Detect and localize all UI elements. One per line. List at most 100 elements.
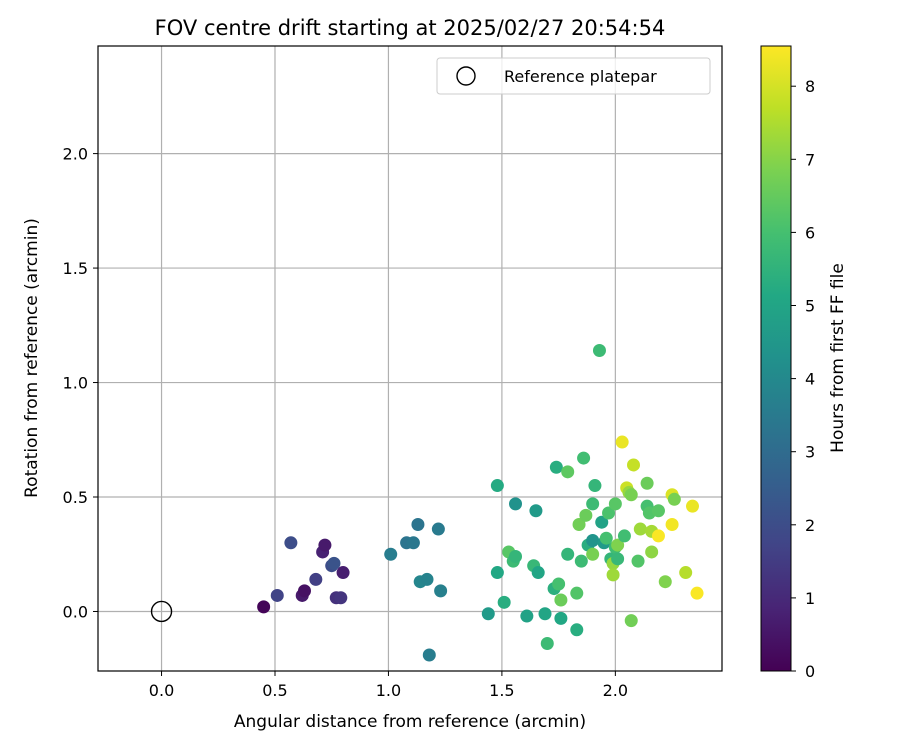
data-point — [422, 648, 436, 662]
data-point — [624, 614, 638, 628]
data-point — [561, 547, 575, 561]
data-point — [651, 504, 665, 518]
x-tick-label: 0.5 — [262, 681, 287, 700]
data-point — [540, 637, 554, 651]
data-point — [420, 572, 434, 586]
data-point — [509, 497, 523, 511]
data-point — [520, 609, 534, 623]
data-point — [624, 488, 638, 502]
data-point — [611, 552, 625, 566]
data-point — [549, 460, 563, 474]
data-point — [284, 536, 298, 550]
y-tick-label: 0.0 — [63, 602, 88, 621]
data-point — [434, 584, 448, 598]
data-point — [561, 465, 575, 479]
y-axis-ticks: 0.0 0.5 1.0 1.5 2.0 — [63, 145, 98, 621]
data-point — [602, 506, 616, 520]
colorbar-label: Hours from first FF file — [828, 263, 848, 453]
data-point — [679, 566, 693, 580]
data-point — [490, 566, 504, 580]
colorbar-tick-label: 7 — [805, 150, 815, 169]
data-point — [411, 517, 425, 531]
chart-title: FOV centre drift starting at 2025/02/27 … — [155, 16, 666, 40]
grid-lines — [98, 46, 722, 671]
data-point — [645, 545, 659, 559]
data-point — [384, 547, 398, 561]
plot-background — [98, 46, 722, 671]
data-point — [667, 492, 681, 506]
data-point — [554, 593, 568, 607]
data-point — [615, 435, 629, 449]
data-point — [529, 504, 543, 518]
data-point — [586, 497, 600, 511]
data-point — [592, 343, 606, 357]
data-point — [309, 572, 323, 586]
colorbar-tick-label: 2 — [805, 516, 815, 535]
colorbar: 0 1 2 3 4 5 6 7 8 Hours from first FF file — [760, 45, 848, 681]
data-point — [651, 529, 665, 543]
x-tick-label: 2.0 — [603, 681, 628, 700]
data-point — [633, 522, 647, 536]
plot-frame — [97, 45, 723, 672]
y-tick-label: 2.0 — [63, 145, 88, 164]
data-point — [336, 566, 350, 580]
data-point — [606, 568, 620, 582]
data-point — [586, 534, 600, 548]
legend-marker-reference — [456, 66, 476, 86]
data-point — [586, 547, 600, 561]
data-point — [431, 522, 445, 536]
colorbar-gradient — [760, 45, 792, 672]
data-point — [608, 497, 622, 511]
colorbar-tick-label: 5 — [805, 297, 815, 316]
colorbar-tick-label: 3 — [805, 443, 815, 462]
y-tick-label: 1.5 — [63, 259, 88, 278]
data-point — [406, 536, 420, 550]
data-point — [588, 479, 602, 493]
legend-box — [436, 57, 711, 95]
data-point — [334, 591, 348, 605]
legend: Reference platepar — [436, 57, 711, 95]
data-point — [640, 476, 654, 490]
colorbar-tick-label: 6 — [805, 223, 815, 242]
data-point — [595, 515, 609, 529]
data-point — [318, 538, 332, 552]
data-point — [554, 611, 568, 625]
data-point — [570, 586, 584, 600]
legend-label-reference: Reference platepar — [504, 67, 657, 86]
data-point — [574, 554, 588, 568]
data-point — [297, 584, 311, 598]
data-point — [490, 479, 504, 493]
x-axis-ticks: 0.0 0.5 1.0 1.5 2.0 — [149, 671, 628, 700]
data-point — [531, 566, 545, 580]
data-point — [572, 517, 586, 531]
data-point — [538, 607, 552, 621]
data-point — [690, 586, 704, 600]
data-point — [257, 600, 271, 614]
colorbar-tick-label: 1 — [805, 589, 815, 608]
data-point — [611, 538, 625, 552]
x-axis-label: Angular distance from reference (arcmin) — [234, 712, 586, 732]
data-point — [577, 451, 591, 465]
data-point — [552, 577, 566, 591]
colorbar-tick-label: 4 — [805, 370, 815, 389]
reference-marker — [150, 600, 173, 623]
y-tick-label: 1.0 — [63, 374, 88, 393]
data-point — [617, 529, 631, 543]
data-point — [686, 499, 700, 513]
colorbar-tick-label: 8 — [805, 77, 815, 96]
colorbar-ticks: 0 1 2 3 4 5 6 7 8 — [791, 77, 815, 681]
data-point — [599, 531, 613, 545]
reference-marker-group — [150, 600, 173, 623]
data-point — [481, 607, 495, 621]
data-points — [257, 343, 704, 662]
data-point — [570, 623, 584, 637]
x-tick-label: 0.0 — [149, 681, 174, 700]
data-point — [579, 508, 593, 522]
colorbar-tick-label: 0 — [805, 662, 815, 681]
y-tick-label: 0.5 — [63, 488, 88, 507]
x-tick-label: 1.5 — [489, 681, 514, 700]
data-point — [627, 458, 641, 472]
data-point — [631, 554, 645, 568]
